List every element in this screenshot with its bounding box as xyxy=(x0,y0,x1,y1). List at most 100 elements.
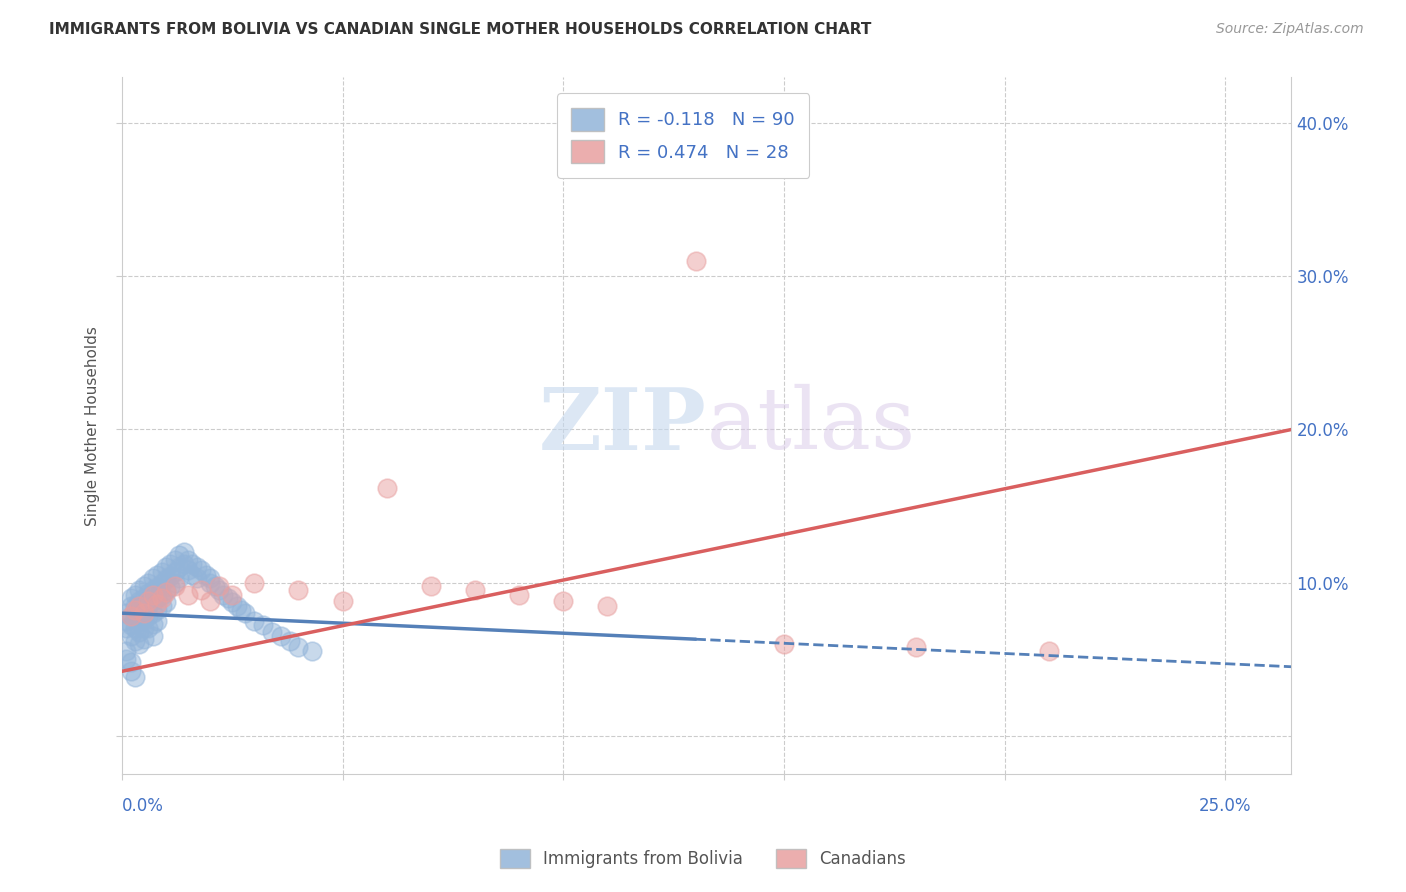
Point xyxy=(128,637,150,651)
Text: 0.0%: 0.0% xyxy=(122,797,163,815)
Text: Source: ZipAtlas.com: Source: ZipAtlas.com xyxy=(1216,22,1364,37)
Point xyxy=(136,575,159,590)
Point xyxy=(278,633,301,648)
Point xyxy=(128,583,150,598)
Point xyxy=(177,563,200,577)
Point xyxy=(198,594,221,608)
Point xyxy=(375,481,398,495)
Point xyxy=(142,606,165,620)
Point xyxy=(159,569,181,583)
Point xyxy=(120,599,142,613)
Point xyxy=(229,603,252,617)
Point xyxy=(235,606,257,620)
Point xyxy=(159,580,181,594)
Point xyxy=(120,618,142,632)
Point xyxy=(181,568,204,582)
Point xyxy=(173,558,195,572)
Point xyxy=(190,583,212,598)
Point xyxy=(128,599,150,613)
Point xyxy=(508,588,530,602)
Point xyxy=(225,599,247,613)
Point xyxy=(155,560,177,574)
Point xyxy=(221,595,243,609)
Legend: Immigrants from Bolivia, Canadians: Immigrants from Bolivia, Canadians xyxy=(494,842,912,875)
Point xyxy=(204,579,226,593)
Point xyxy=(167,560,190,574)
Point xyxy=(146,580,169,594)
Point xyxy=(155,595,177,609)
Point xyxy=(287,583,309,598)
Point xyxy=(132,632,155,647)
Point xyxy=(194,568,217,582)
Point xyxy=(190,563,212,577)
Point xyxy=(217,591,239,605)
Text: atlas: atlas xyxy=(707,384,915,467)
Point xyxy=(115,644,138,658)
Point xyxy=(128,594,150,608)
Point xyxy=(142,571,165,585)
Point xyxy=(136,609,159,624)
Point xyxy=(136,594,159,608)
Point xyxy=(142,629,165,643)
Point xyxy=(124,588,146,602)
Point xyxy=(159,558,181,572)
Point xyxy=(186,571,208,585)
Point xyxy=(132,591,155,605)
Point xyxy=(146,603,169,617)
Point xyxy=(124,622,146,636)
Point xyxy=(142,594,165,608)
Point xyxy=(150,591,173,605)
Point xyxy=(186,560,208,574)
Text: IMMIGRANTS FROM BOLIVIA VS CANADIAN SINGLE MOTHER HOUSEHOLDS CORRELATION CHART: IMMIGRANTS FROM BOLIVIA VS CANADIAN SING… xyxy=(49,22,872,37)
Point xyxy=(685,254,707,268)
Point xyxy=(128,614,150,628)
Point xyxy=(120,629,142,643)
Point xyxy=(163,552,186,566)
Point xyxy=(136,586,159,600)
Point xyxy=(167,548,190,562)
Point xyxy=(181,558,204,572)
Text: 25.0%: 25.0% xyxy=(1199,797,1251,815)
Point xyxy=(177,552,200,566)
Point xyxy=(132,579,155,593)
Point xyxy=(155,573,177,587)
Point xyxy=(155,584,177,599)
Point xyxy=(115,614,138,628)
Point xyxy=(146,614,169,628)
Point xyxy=(124,633,146,648)
Point xyxy=(124,603,146,617)
Point xyxy=(596,599,619,613)
Point xyxy=(198,575,221,590)
Point xyxy=(177,588,200,602)
Point xyxy=(115,606,138,620)
Y-axis label: Single Mother Households: Single Mother Households xyxy=(86,326,100,525)
Point xyxy=(150,588,173,602)
Point xyxy=(163,565,186,579)
Point xyxy=(136,622,159,636)
Point xyxy=(128,603,150,617)
Point xyxy=(150,565,173,579)
Point xyxy=(124,670,146,684)
Legend: R = -0.118   N = 90, R = 0.474   N = 28: R = -0.118 N = 90, R = 0.474 N = 28 xyxy=(557,94,810,178)
Point xyxy=(173,545,195,559)
Point xyxy=(243,575,266,590)
Point xyxy=(167,571,190,585)
Point xyxy=(115,622,138,636)
Point xyxy=(120,609,142,624)
Point xyxy=(120,665,142,679)
Point xyxy=(163,575,186,590)
Point xyxy=(208,579,231,593)
Point xyxy=(270,629,292,643)
Point xyxy=(146,597,169,611)
Point xyxy=(905,640,928,654)
Point xyxy=(124,599,146,613)
Point xyxy=(252,618,274,632)
Point xyxy=(553,594,575,608)
Point xyxy=(198,571,221,585)
Point xyxy=(1038,644,1060,658)
Point xyxy=(132,603,155,617)
Point xyxy=(120,655,142,669)
Point xyxy=(155,583,177,598)
Point xyxy=(419,579,441,593)
Point xyxy=(773,637,796,651)
